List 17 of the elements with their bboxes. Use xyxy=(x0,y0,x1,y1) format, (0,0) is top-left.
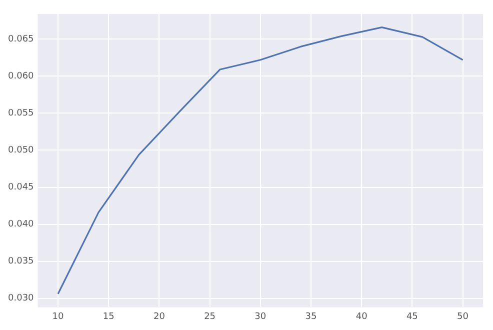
x-tick-label: 40 xyxy=(356,312,368,322)
x-tick-label: 35 xyxy=(305,312,317,322)
x-tick-label: 45 xyxy=(406,312,418,322)
x-tick-label: 25 xyxy=(204,312,216,322)
y-tick-label: 0.035 xyxy=(8,256,34,267)
x-tick-label: 10 xyxy=(52,312,64,322)
x-tick-label: 20 xyxy=(153,312,166,322)
y-tick-label: 0.060 xyxy=(8,72,34,82)
x-tick-label: 30 xyxy=(254,312,266,322)
y-tick-label: 0.045 xyxy=(8,182,34,193)
x-tick-label: 50 xyxy=(457,312,469,322)
x-tick-label: 15 xyxy=(102,312,114,322)
y-tick-label: 0.055 xyxy=(8,108,34,119)
y-tick-label: 0.030 xyxy=(8,294,34,304)
y-tick-label: 0.040 xyxy=(8,220,34,230)
y-tick-label: 0.065 xyxy=(8,34,34,45)
y-tick-label: 0.050 xyxy=(8,146,34,156)
